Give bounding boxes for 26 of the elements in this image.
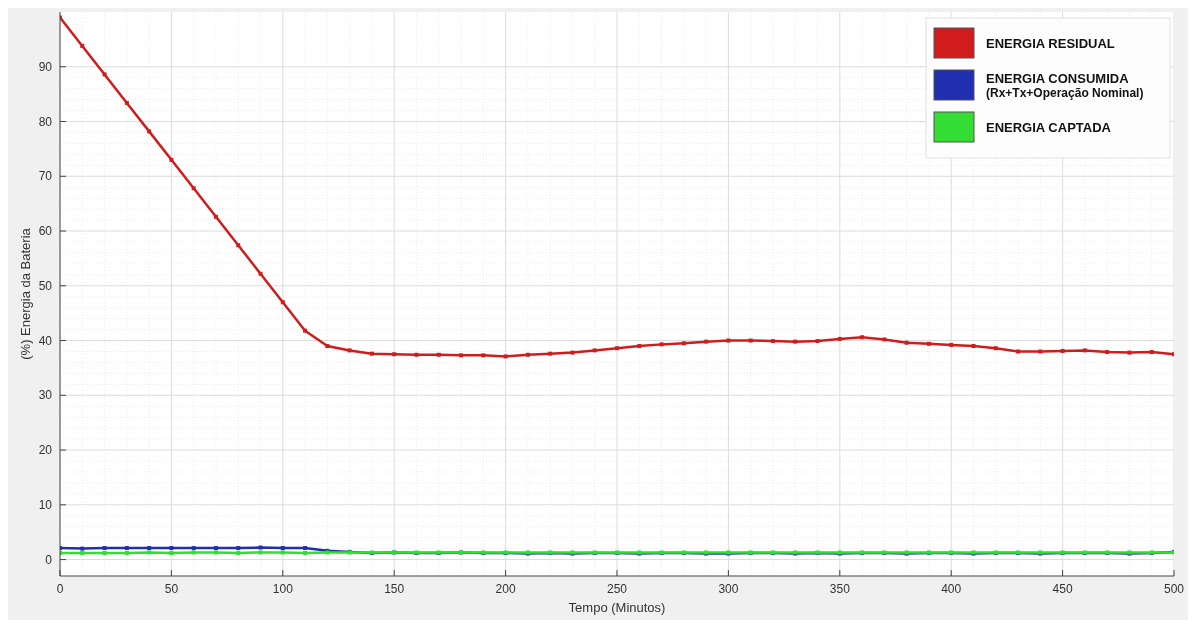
x-tick-label: 100	[272, 582, 294, 596]
x-tick-label: 200	[495, 582, 516, 596]
x-tick-label: 500	[1163, 582, 1185, 596]
y-axis-title: (%) Energia da Bateria	[18, 227, 33, 360]
x-tick-label: 50	[164, 582, 179, 596]
y-tick-label: 20	[38, 443, 53, 458]
x-tick-label: 450	[1052, 582, 1073, 596]
x-tick-label: 400	[941, 582, 962, 596]
y-tick-label: 0	[45, 552, 53, 567]
x-tick-label: 250	[606, 582, 628, 596]
legend-label: ENERGIA CAPTADA	[986, 120, 1112, 135]
y-tick-label: 40	[38, 333, 53, 348]
x-axis-title: Tempo (Minutos)	[568, 600, 666, 615]
y-tick-label: 80	[38, 114, 53, 129]
legend-label: ENERGIA CONSUMIDA (Rx+Tx+Operação Nominal)	[986, 71, 1144, 100]
y-tick-label: 60	[38, 224, 53, 239]
y-tick-label: 10	[38, 497, 53, 512]
x-tick-label: 150	[384, 582, 405, 596]
x-tick-label: 0	[56, 582, 64, 596]
y-tick-label: 30	[38, 388, 53, 403]
x-tick-label: 300	[718, 582, 739, 596]
x-tick-label: 350	[829, 582, 851, 596]
y-tick-label: 50	[38, 278, 53, 293]
legend-label: ENERGIA RESIDUAL	[986, 36, 1115, 51]
y-tick-label: 70	[38, 169, 53, 184]
y-tick-label: 90	[38, 59, 53, 74]
